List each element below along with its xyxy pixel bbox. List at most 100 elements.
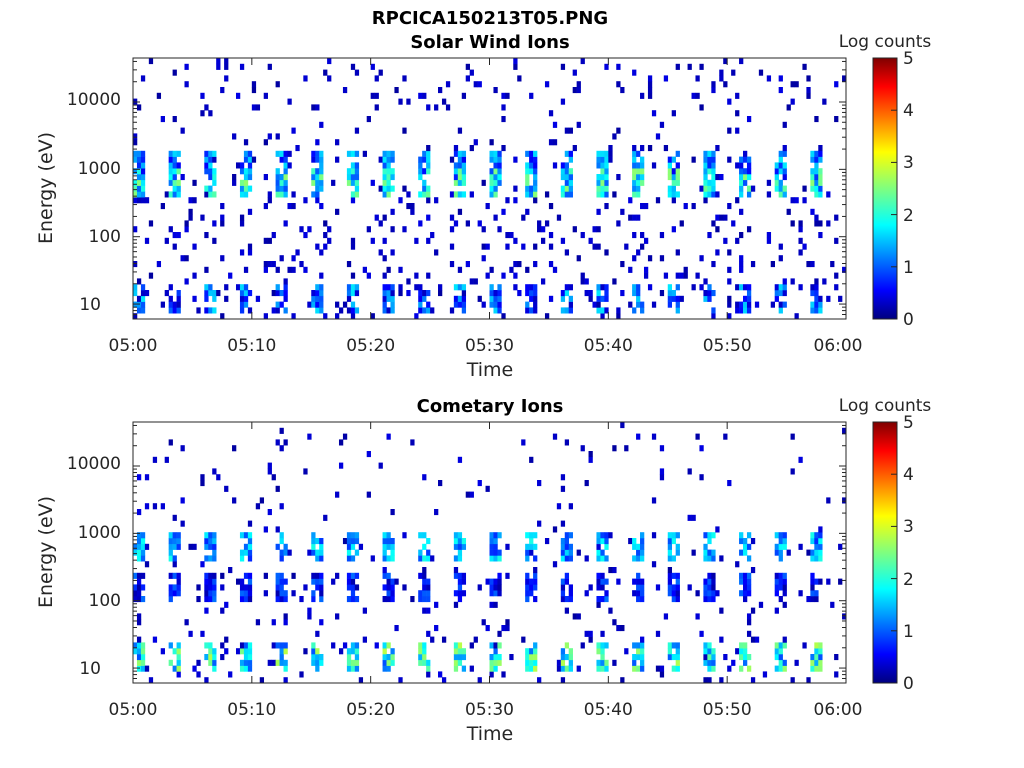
x-tick-label: 05:30 — [465, 700, 514, 720]
heatmap-cell — [133, 226, 138, 233]
heatmap-cell — [140, 307, 146, 314]
heatmap-cell — [311, 301, 316, 308]
heatmap-cell — [319, 654, 324, 661]
heatmap-cell — [667, 572, 673, 579]
heatmap-cell — [798, 284, 803, 291]
heatmap-cell — [735, 648, 740, 655]
heatmap-cell — [529, 191, 534, 198]
heatmap-cell — [319, 555, 324, 562]
heatmap-cell — [239, 290, 245, 297]
heatmap-cell — [172, 243, 177, 250]
x-tick-label: 05:40 — [584, 700, 633, 720]
heatmap-cell — [529, 456, 534, 463]
heatmap-cell — [624, 243, 629, 250]
heatmap-cell — [390, 509, 395, 516]
heatmap-cell — [422, 543, 427, 550]
heatmap-cell — [366, 451, 371, 458]
heatmap-cell — [168, 301, 173, 308]
heatmap-cell — [426, 145, 431, 152]
heatmap-cell — [743, 150, 748, 157]
heatmap-cell — [136, 648, 142, 655]
heatmap-cell — [632, 290, 637, 297]
heatmap-cell — [208, 290, 213, 297]
heatmap-cell — [457, 156, 463, 163]
heatmap-cell — [802, 63, 807, 70]
heatmap-cell — [493, 191, 498, 198]
heatmap-cell — [453, 601, 459, 608]
heatmap-cell — [703, 156, 708, 163]
heatmap-cell — [560, 485, 566, 492]
heatmap-cell — [319, 162, 324, 169]
heatmap-cell — [505, 232, 510, 239]
heatmap-cell — [743, 174, 748, 181]
heatmap-cell — [497, 150, 502, 157]
heatmap-cell — [457, 532, 463, 539]
heatmap-cell — [172, 162, 177, 169]
heatmap-cell — [176, 572, 181, 579]
heatmap-cell — [608, 150, 613, 157]
heatmap-cell — [568, 584, 573, 591]
heatmap-cell — [267, 197, 272, 204]
heatmap-cell — [707, 555, 712, 562]
heatmap-cell — [679, 295, 684, 302]
heatmap-cell — [311, 156, 316, 163]
heatmap-cell — [600, 162, 605, 169]
heatmap-cell — [493, 601, 498, 608]
heatmap-cell — [283, 648, 288, 655]
heatmap-cell — [509, 654, 514, 661]
heatmap-cell — [604, 642, 609, 649]
heatmap-cell — [632, 162, 637, 169]
heatmap-cell — [354, 290, 360, 297]
heatmap-cell — [243, 185, 249, 192]
heatmap-cell — [778, 307, 783, 314]
heatmap-cell — [842, 613, 847, 620]
x-tick-label: 05:30 — [465, 336, 514, 356]
heatmap-cell — [208, 191, 213, 198]
heatmap-cell — [243, 139, 249, 146]
heatmap-cell — [307, 607, 312, 614]
heatmap-cell — [497, 642, 502, 649]
heatmap-cell — [398, 284, 403, 291]
heatmap-cell — [707, 572, 712, 579]
heatmap-cell — [212, 290, 217, 297]
heatmap-cell — [739, 578, 744, 585]
heatmap-cell — [140, 162, 146, 169]
heatmap-cell — [406, 290, 411, 297]
heatmap-cell — [204, 578, 209, 585]
heatmap-cell — [279, 150, 284, 157]
heatmap-cell — [806, 261, 811, 268]
heatmap-cell — [739, 162, 744, 169]
heatmap-cell — [501, 104, 506, 111]
heatmap-cell — [311, 104, 316, 111]
heatmap-cell — [659, 255, 665, 262]
heatmap-cell — [338, 462, 344, 469]
heatmap-cell — [671, 654, 676, 661]
heatmap-cell — [172, 590, 177, 597]
x-tick-label: 05:20 — [346, 336, 395, 356]
heatmap-cell — [616, 313, 621, 320]
heatmap-cell — [136, 179, 142, 186]
heatmap-cell — [279, 590, 284, 597]
heatmap-cell — [184, 619, 189, 626]
heatmap-cell — [739, 307, 744, 314]
heatmap-cell — [822, 98, 827, 105]
heatmap-cell — [703, 278, 708, 285]
heatmap-cell — [691, 156, 696, 163]
heatmap-cell — [814, 301, 819, 308]
heatmap-cell — [303, 468, 308, 475]
heatmap-cell — [746, 532, 752, 539]
heatmap-cell — [572, 226, 577, 233]
heatmap-cell — [208, 150, 213, 157]
heatmap-cell — [220, 584, 225, 591]
heatmap-cell — [774, 607, 779, 614]
heatmap-cell — [473, 636, 478, 643]
heatmap-cell — [548, 232, 554, 239]
heatmap-cell — [184, 63, 189, 70]
colorbar-tick-label: 4 — [903, 465, 914, 485]
heatmap-cell — [295, 249, 300, 256]
heatmap-cell — [671, 226, 676, 233]
heatmap-cell — [667, 290, 673, 297]
heatmap-cell — [275, 578, 280, 585]
heatmap-cell — [675, 191, 680, 198]
